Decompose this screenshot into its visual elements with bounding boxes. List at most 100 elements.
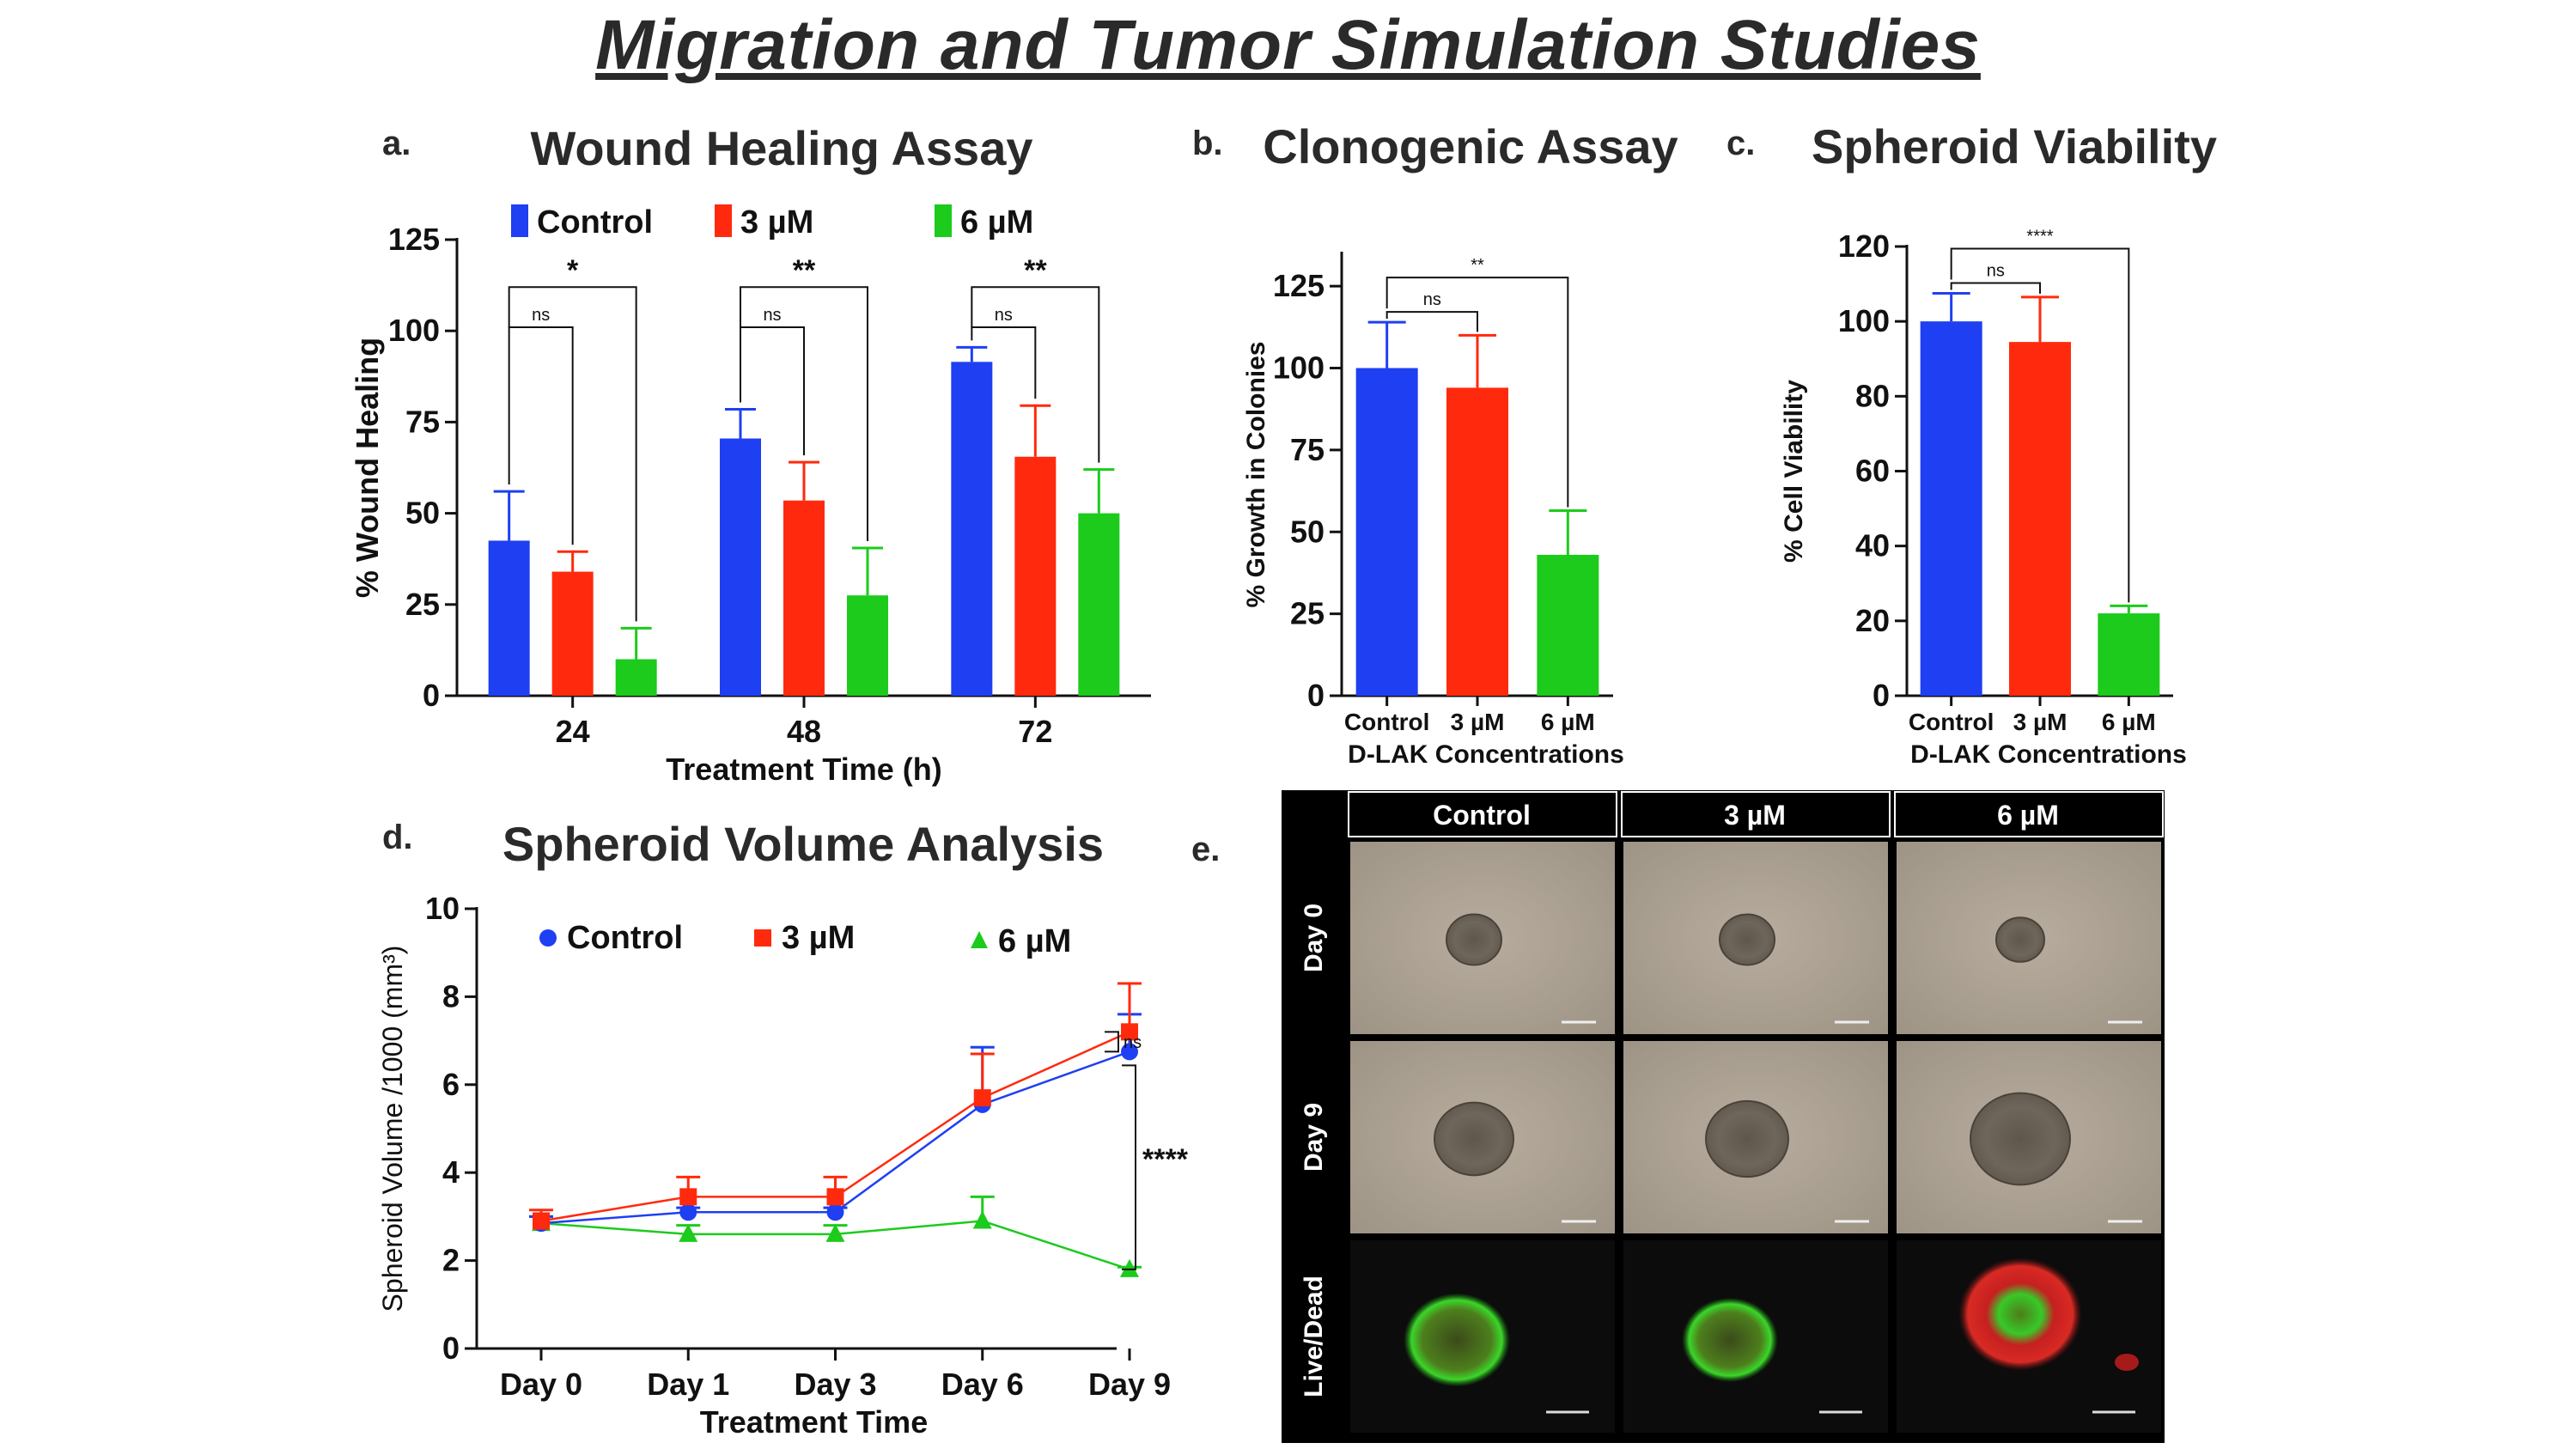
panel-c-y-tick-label: 20 [1855,603,1890,638]
panel-b-y-tick-label: 25 [1290,596,1325,631]
panel-b-clonogenic: b. Clonogenic Assay 0 25 50 75 100 125 Control 3 … [1192,119,1678,769]
panel-d-point [1121,1023,1138,1041]
panel-c-bar [2009,342,2071,696]
panel-a-bracket-sig-label: ** [1024,254,1047,287]
panel-a-bracket-sig [508,286,637,622]
panel-e-spheroid [1995,916,2045,963]
panel-d-point [679,1223,698,1242]
panel-b-x-tick-label: 3 µM [1451,709,1505,735]
panel-a-y-tick-label: 0 [423,678,440,713]
panel-a-letter: a. [382,125,411,162]
panel-c-y-tick-label: 60 [1855,454,1890,489]
panel-d-letter: d. [382,819,413,856]
panel-d-point [972,1210,992,1229]
panel-c-y-tick-label: 0 [1873,678,1890,713]
panel-e-spheroid [1970,1092,2071,1186]
panel-e-letter: e. [1191,831,1220,868]
panel-d-title: Spheroid Volume Analysis [502,817,1104,871]
panel-b-y-tick-label: 100 [1273,350,1325,386]
panel-d-legend-label: 3 µM [782,920,855,956]
panel-d-y-label: Spheroid Volume /1000 (mm³) [377,946,408,1312]
panel-e-dead-stain [1958,1257,2082,1371]
panel-a-x-label: Treatment Time (h) [666,752,941,787]
panel-a-bracket-ns-label: ns [532,306,550,325]
panel-d-point [1121,1043,1138,1061]
panel-d-legend-label: 6 µM [998,923,1071,959]
panel-a-bar [615,659,657,696]
panel-e-spheroid [1705,1099,1789,1178]
panel-a-bar [551,571,594,696]
panel-d-bracket-ns-label: ns [1124,1033,1142,1052]
panel-a-legend-label: 3 µM [740,204,813,240]
panel-c-y-tick-label: 80 [1855,378,1890,413]
panel-d-legend-marker [539,929,557,947]
panel-d-bracket-sig-label: **** [1142,1143,1189,1176]
panel-d-point [679,1203,697,1221]
panel-e-live-stain [1404,1293,1510,1387]
panel-b-bar [1355,368,1418,696]
panel-c-bracket-sig [1950,247,2130,603]
panel-e-column-header [1621,791,1891,837]
panel-a-x-tick-label: 24 [556,714,590,749]
panel-a-bracket-ns [508,326,574,545]
panel-d-legend-marker [971,931,988,948]
panel-a-legend-label: Control [537,204,653,240]
panel-c-letter: c. [1726,125,1755,162]
panel-d-x-tick-label: Day 9 [1088,1367,1171,1402]
panel-e-dead-fragment [2115,1354,2139,1371]
panel-a-bar [783,500,825,696]
panel-a-bracket-sig-label: * [567,254,579,287]
panel-e-column-header [1348,791,1617,837]
panel-e-column-label: Control [1433,800,1531,831]
panel-b-bracket-sig [1385,277,1569,508]
panel-a-bracket-sig [971,286,1100,463]
panel-a-title: Wound Healing Assay [531,121,1033,175]
panel-e-row-label: Day 0 [1300,904,1328,972]
panel-c-y-tick-label: 40 [1855,528,1890,563]
panel-b-bar [1537,554,1599,696]
panel-d-y-tick-label: 0 [442,1330,460,1366]
panel-a-y-tick-label: 100 [388,313,440,348]
main-title: Migration and Tumor Simulation Studies [595,6,1981,84]
panel-b-y-tick-label: 125 [1273,268,1325,303]
panel-e-spheroid [1719,913,1775,966]
panel-a-bar [951,362,993,696]
panel-c-bracket-sig-label: **** [2026,227,2053,246]
panel-e-image-grid: e. Control 3 µM 6 µM Day 0 Day 9 Live/Dead [1191,790,2165,1443]
panel-e-row-label: Live/Dead [1300,1275,1328,1397]
panel-a-y-tick-label: 50 [405,496,440,531]
panel-e-column-label: 3 µM [1724,800,1786,831]
panel-e-live-stain [1682,1297,1778,1383]
panel-c-y-tick-label: 100 [1838,303,1890,338]
panel-b-title: Clonogenic Assay [1263,119,1678,174]
panel-c-bar [1920,321,1982,696]
panel-a-legend-swatch [715,204,732,237]
panel-e-spheroid [1446,913,1502,966]
panel-a-bar [847,595,888,696]
panel-a-bracket-sig [740,286,868,541]
panel-b-bracket-sig-label: ** [1471,256,1484,275]
panel-d-x-tick-label: Day 0 [500,1367,582,1402]
panel-a-bracket-ns-label: ns [763,306,781,325]
panel-c-x-label: D-LAK Concentrations [1910,740,2187,769]
panel-a-bar [1014,456,1057,696]
panel-d-legend-marker [754,929,771,947]
panel-d-x-label: Treatment Time [700,1404,928,1440]
panel-c-bracket-ns-label: ns [1987,261,2005,280]
panel-a-legend-label: 6 µM [960,204,1033,240]
panel-c-title: Spheroid Viability [1812,119,2217,174]
panel-d-y-tick-label: 4 [442,1154,460,1190]
panel-a-legend-swatch [511,204,528,237]
panel-a-bracket-ns [740,326,805,456]
panel-d-legend-label: Control [567,920,683,956]
panel-d-point [973,1089,991,1107]
panel-d-point [679,1188,697,1206]
panel-b-y-tick-label: 50 [1290,514,1325,549]
panel-d-x-tick-label: Day 1 [647,1367,729,1402]
panel-d-point [826,1188,844,1206]
panel-a-y-label: % Wound Healing [350,338,385,598]
panel-b-bar [1446,387,1508,696]
panel-a-bar [1078,513,1120,696]
panel-a-y-tick-label: 25 [405,587,440,622]
